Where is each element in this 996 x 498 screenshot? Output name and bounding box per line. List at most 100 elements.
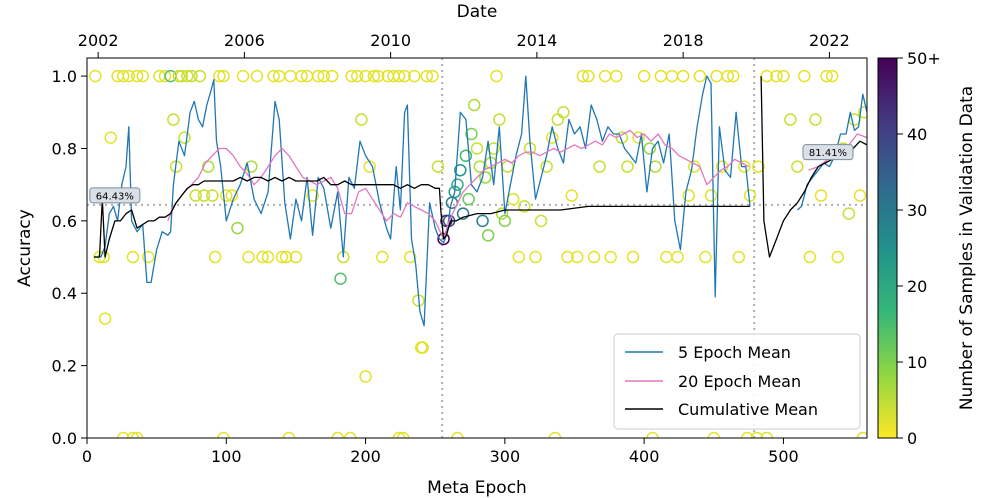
annotation-label: 81.41% bbox=[809, 148, 847, 159]
scatter-point bbox=[350, 69, 364, 83]
scatter-point bbox=[206, 189, 219, 202]
scatter-point bbox=[529, 250, 542, 264]
scatter-point bbox=[626, 250, 640, 264]
scatter-point bbox=[130, 69, 144, 83]
scatter-point bbox=[451, 431, 464, 438]
scatter-point bbox=[175, 69, 188, 83]
colorbar-tick-label: 0 bbox=[907, 429, 917, 448]
scatter-point bbox=[325, 69, 339, 83]
scatter-point bbox=[116, 69, 130, 83]
top-tick-label: 2002 bbox=[78, 31, 119, 50]
scatter-point bbox=[167, 113, 180, 126]
scatter-point bbox=[479, 171, 492, 184]
scatter-point bbox=[565, 189, 578, 202]
scatter-point bbox=[355, 113, 368, 126]
scatter-point bbox=[456, 207, 470, 220]
y-tick-label: 0.8 bbox=[52, 139, 77, 158]
scatter-point bbox=[760, 431, 773, 438]
colorbar-tick-label: 10 bbox=[907, 353, 927, 372]
scatter-point bbox=[540, 160, 553, 173]
scatter-point bbox=[582, 69, 595, 83]
scatter-point bbox=[126, 250, 140, 264]
scatter-point bbox=[593, 160, 606, 173]
annotation-box bbox=[89, 187, 141, 204]
x-tick-label: 300 bbox=[490, 447, 521, 466]
scatter-point bbox=[236, 69, 250, 83]
scatter-point bbox=[231, 221, 244, 235]
x-tick-label: 0 bbox=[82, 447, 92, 466]
scatter-point bbox=[777, 69, 790, 83]
colorbar-tick-label: 40 bbox=[907, 125, 927, 144]
scatter-point bbox=[571, 250, 584, 264]
scatter-point bbox=[825, 69, 839, 83]
scatter-point bbox=[279, 250, 293, 264]
scatter-point bbox=[189, 189, 202, 202]
scatter-point bbox=[295, 69, 308, 83]
scatter-point bbox=[750, 431, 764, 438]
scatter-point bbox=[487, 142, 500, 155]
scatter-point bbox=[426, 69, 439, 83]
scatter-point bbox=[534, 214, 548, 228]
scatter-point bbox=[707, 431, 721, 438]
top-tick-label: 2010 bbox=[370, 31, 411, 50]
top-axis-label: Date bbox=[457, 2, 498, 22]
scatter-point bbox=[803, 250, 817, 264]
scatter-point bbox=[518, 200, 531, 213]
scatter-point bbox=[462, 192, 475, 206]
top-tick-label: 2022 bbox=[809, 31, 850, 50]
legend-box bbox=[613, 333, 861, 430]
colorbar-tick-label: 50+ bbox=[907, 49, 941, 68]
scatter-point bbox=[809, 113, 822, 126]
x-tick-label: 400 bbox=[629, 447, 660, 466]
x-tick-label: 100 bbox=[211, 447, 242, 466]
scatter-point bbox=[738, 160, 751, 173]
scatter-point bbox=[752, 160, 765, 173]
legend-label-cumulative: Cumulative Mean bbox=[678, 400, 818, 419]
scatter-point bbox=[495, 207, 509, 220]
scatter-point bbox=[116, 431, 130, 438]
legend-label-20-epoch: 20 Epoch Mean bbox=[678, 372, 801, 391]
x-axis-ticks: 0 100 200 300 400 500 bbox=[82, 438, 799, 466]
scatter-point bbox=[699, 250, 712, 264]
top-tick-label: 2006 bbox=[224, 31, 265, 50]
y-tick-label: 0.4 bbox=[52, 284, 77, 303]
scatter-point bbox=[557, 106, 570, 119]
scatter-point bbox=[791, 160, 804, 173]
scatter-point bbox=[798, 69, 811, 83]
scatter-point bbox=[104, 131, 117, 144]
scatter-point bbox=[178, 131, 191, 144]
scatter-point bbox=[392, 431, 406, 438]
scatter-point bbox=[467, 98, 481, 112]
y-tick-label: 0.0 bbox=[52, 429, 77, 448]
annotations: 64.43% 81.41% bbox=[89, 144, 854, 204]
x-axis-label: Meta Epoch bbox=[427, 478, 527, 498]
scatter-point bbox=[158, 69, 172, 83]
scatter-point bbox=[512, 250, 526, 264]
scatter-point bbox=[604, 250, 617, 264]
colorbar-tick-label: 30 bbox=[907, 201, 927, 220]
colorbar-gradient bbox=[877, 57, 898, 439]
scatter-points bbox=[89, 69, 867, 438]
scatter-point bbox=[345, 69, 358, 83]
colorbar: 0 10 20 30 40 50+ Number of Samples in Valida… bbox=[877, 49, 977, 448]
scatter-point bbox=[465, 127, 478, 141]
scatter-point bbox=[545, 131, 559, 144]
scatter-point bbox=[727, 69, 740, 83]
scatter-point bbox=[371, 69, 385, 83]
scatter-point bbox=[220, 189, 233, 202]
reference-lines bbox=[87, 58, 867, 438]
scatter-point bbox=[820, 69, 833, 83]
top-tick-label: 2018 bbox=[663, 31, 704, 50]
scatter-point bbox=[610, 69, 623, 83]
scatter-point bbox=[311, 69, 325, 83]
series-line bbox=[94, 75, 751, 327]
scatter-point bbox=[548, 431, 562, 438]
scatter-point bbox=[359, 370, 372, 383]
legend: 5 Epoch Mean 20 Epoch Mean Cumulative Me… bbox=[613, 333, 861, 430]
scatter-point bbox=[621, 160, 634, 173]
scatter-point bbox=[185, 69, 198, 83]
colorbar-tick-label: 20 bbox=[907, 277, 927, 296]
scatter-point bbox=[856, 431, 867, 438]
y-tick-label: 0.2 bbox=[52, 357, 77, 376]
